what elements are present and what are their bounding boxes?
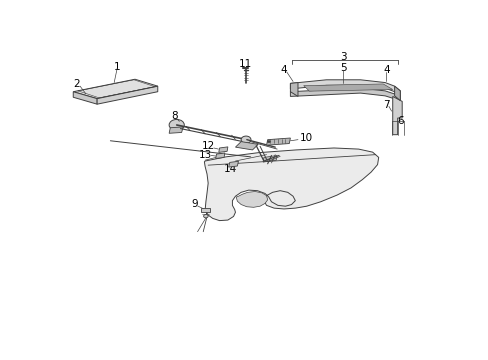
Text: 7: 7 [382, 100, 389, 110]
Polygon shape [392, 96, 401, 135]
Text: 10: 10 [300, 133, 313, 143]
Circle shape [203, 215, 208, 218]
Circle shape [169, 120, 184, 131]
Polygon shape [303, 84, 392, 91]
Polygon shape [290, 82, 297, 96]
Polygon shape [394, 86, 400, 100]
Text: 9: 9 [191, 199, 198, 209]
Polygon shape [235, 141, 258, 150]
Text: 4: 4 [382, 64, 389, 75]
Text: 4: 4 [280, 64, 286, 75]
Circle shape [267, 140, 270, 143]
Text: 12: 12 [202, 141, 215, 151]
Polygon shape [169, 127, 183, 133]
Text: 8: 8 [171, 111, 178, 121]
Text: 14: 14 [224, 164, 237, 174]
Text: 1: 1 [114, 62, 120, 72]
Polygon shape [97, 86, 158, 104]
Polygon shape [228, 161, 238, 167]
Polygon shape [236, 192, 267, 207]
Polygon shape [266, 138, 290, 145]
Polygon shape [263, 156, 277, 162]
Polygon shape [215, 153, 224, 158]
Text: 3: 3 [340, 51, 346, 62]
Text: 2: 2 [73, 79, 80, 89]
Text: 6: 6 [396, 116, 403, 126]
Polygon shape [218, 147, 227, 152]
Polygon shape [73, 92, 97, 104]
Polygon shape [290, 80, 400, 96]
Circle shape [241, 136, 250, 143]
Text: 5: 5 [340, 63, 346, 73]
Polygon shape [73, 79, 158, 99]
Polygon shape [290, 88, 400, 100]
Bar [201, 208, 210, 212]
Polygon shape [204, 148, 378, 221]
Text: 11: 11 [239, 59, 252, 69]
Text: 13: 13 [199, 150, 212, 159]
